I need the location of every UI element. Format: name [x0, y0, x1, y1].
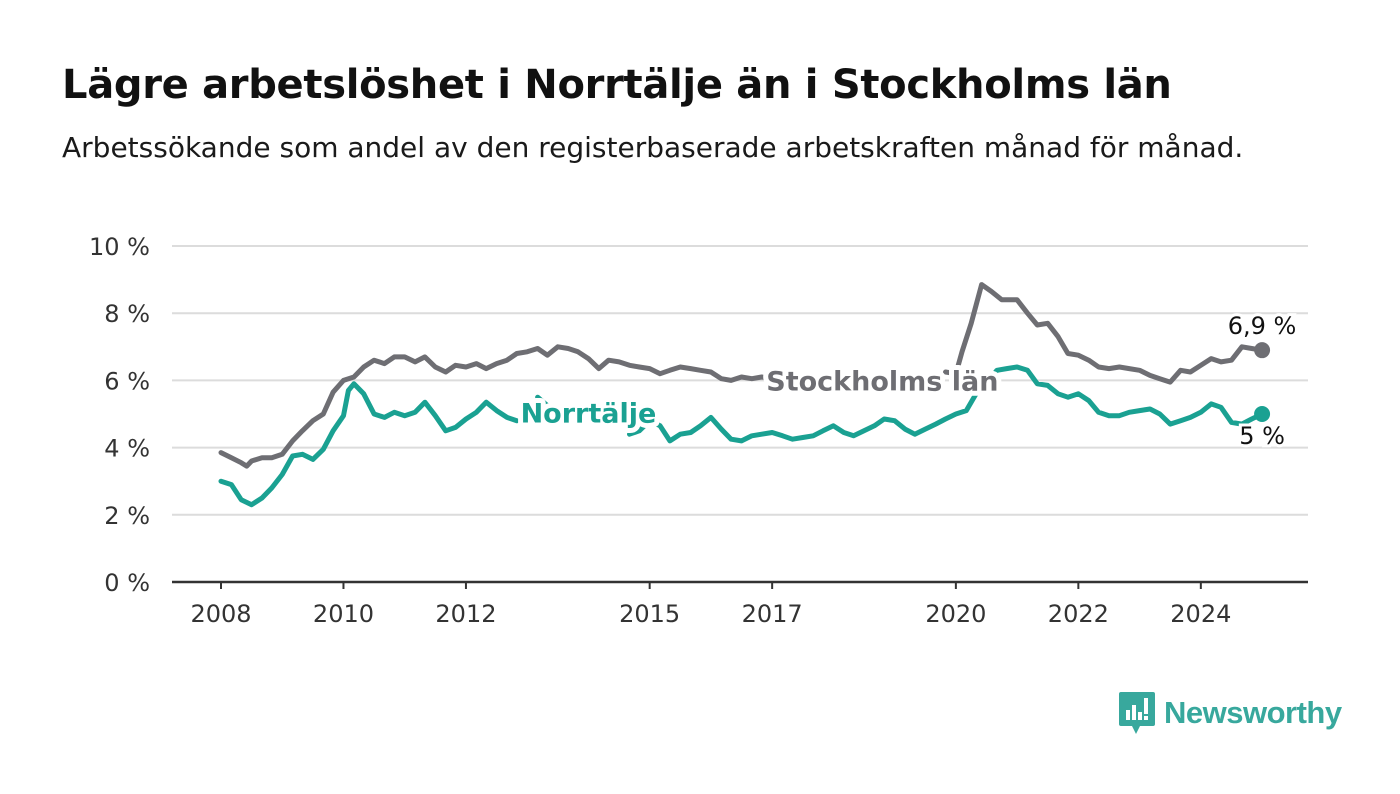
series-end-label-norrtalje: 5 %	[1239, 422, 1285, 450]
chart-title: Lägre arbetslöshet i Norrtälje än i Stoc…	[62, 62, 1172, 108]
x-tick-label: 2017	[742, 600, 803, 628]
series-label-norrtalje: Norrtälje	[521, 398, 657, 429]
y-tick-label: 6 %	[104, 367, 150, 395]
y-tick-label: 8 %	[104, 300, 150, 328]
x-tick-label: 2015	[619, 600, 680, 628]
x-tick-label: 2010	[313, 600, 374, 628]
y-tick-label: 10 %	[89, 233, 150, 261]
x-tick-label: 2020	[925, 600, 986, 628]
y-tick-label: 2 %	[104, 502, 150, 530]
series-line-norrtalje	[535, 394, 550, 409]
newsworthy-logo-text: Newsworthy	[1164, 695, 1342, 730]
x-tick-label: 2008	[190, 600, 251, 628]
series-line-stockholm	[218, 344, 806, 469]
x-tick-label: 2012	[435, 600, 496, 628]
series-line-stockholm	[943, 282, 1265, 385]
x-tick-label: 2022	[1048, 600, 1109, 628]
newsworthy-logo: Newsworthy	[1118, 690, 1342, 736]
series-line-norrtalje	[627, 364, 1265, 444]
series-line-norrtalje	[218, 381, 520, 508]
y-tick-label: 4 %	[104, 435, 150, 463]
series-endpoint-stockholm	[1254, 342, 1271, 359]
chart-subtitle: Arbetssökande som andel av den registerb…	[62, 131, 1244, 164]
x-tick-label: 2024	[1170, 600, 1231, 628]
series-endpoint-norrtalje	[1254, 406, 1271, 422]
y-tick-label: 0 %	[104, 569, 150, 597]
newsworthy-logo-icon	[1119, 692, 1155, 734]
series-label-stockholm: Stockholms län	[766, 366, 998, 397]
series-end-label-stockholm: 6,9 %	[1228, 312, 1297, 340]
